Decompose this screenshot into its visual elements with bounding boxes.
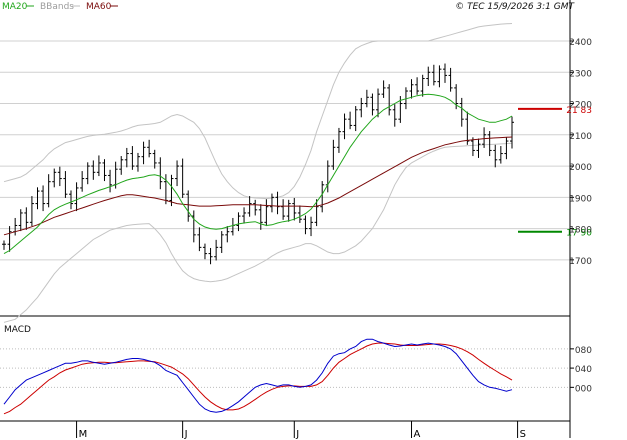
plot-frame [0,0,571,438]
price-panel [2,23,562,323]
level-label: 21 83 [566,106,592,116]
price-tick-label: 1900 [569,194,592,204]
month-label: A [414,429,421,440]
price-tick-label: 2300 [569,69,592,79]
month-label: J [184,429,188,440]
ma60-line [3,136,513,236]
price-tick-label: 2200 [569,101,592,111]
month-label: S [520,429,526,440]
copyright-text: © TEC 15/9/2026 3:1 GMT [455,2,575,12]
price-tick-label: 2400 [569,38,592,48]
legend-ma20: MA20 [2,2,28,12]
header-legend: MA20 BBands MA60 © TEC 15/9/2026 3:1 GMT [2,2,576,12]
macd-panel [3,338,513,415]
legend-bbands: BBands [40,2,74,12]
price-gridlines [0,40,570,261]
macd-tick-label: 080 [575,346,592,356]
price-axis: 21 83 17 90 1700 1800 1900 2000 2100 2200 2300 24… [566,38,592,267]
legend-ma60: MA60 [86,2,112,12]
macd-line [3,338,513,413]
macd-axis: 000 040 080 [570,346,592,394]
ma20-line [3,93,513,255]
month-label: M [79,429,88,440]
price-tick-label: 1800 [569,226,592,236]
level-label: 17 90 [566,229,592,239]
macd-signal-line [3,342,513,415]
price-tick-label: 2000 [569,163,592,173]
price-tick-label: 1700 [569,257,592,267]
macd-tick-label: 040 [575,365,592,375]
macd-tick-label: 000 [575,384,592,394]
price-tick-label: 2100 [569,132,592,142]
bband-lower-line [3,142,513,323]
bband-upper-line [3,23,513,200]
month-label: J [295,429,299,440]
macd-title: MACD [4,325,31,335]
macd-gridlines [0,348,570,388]
